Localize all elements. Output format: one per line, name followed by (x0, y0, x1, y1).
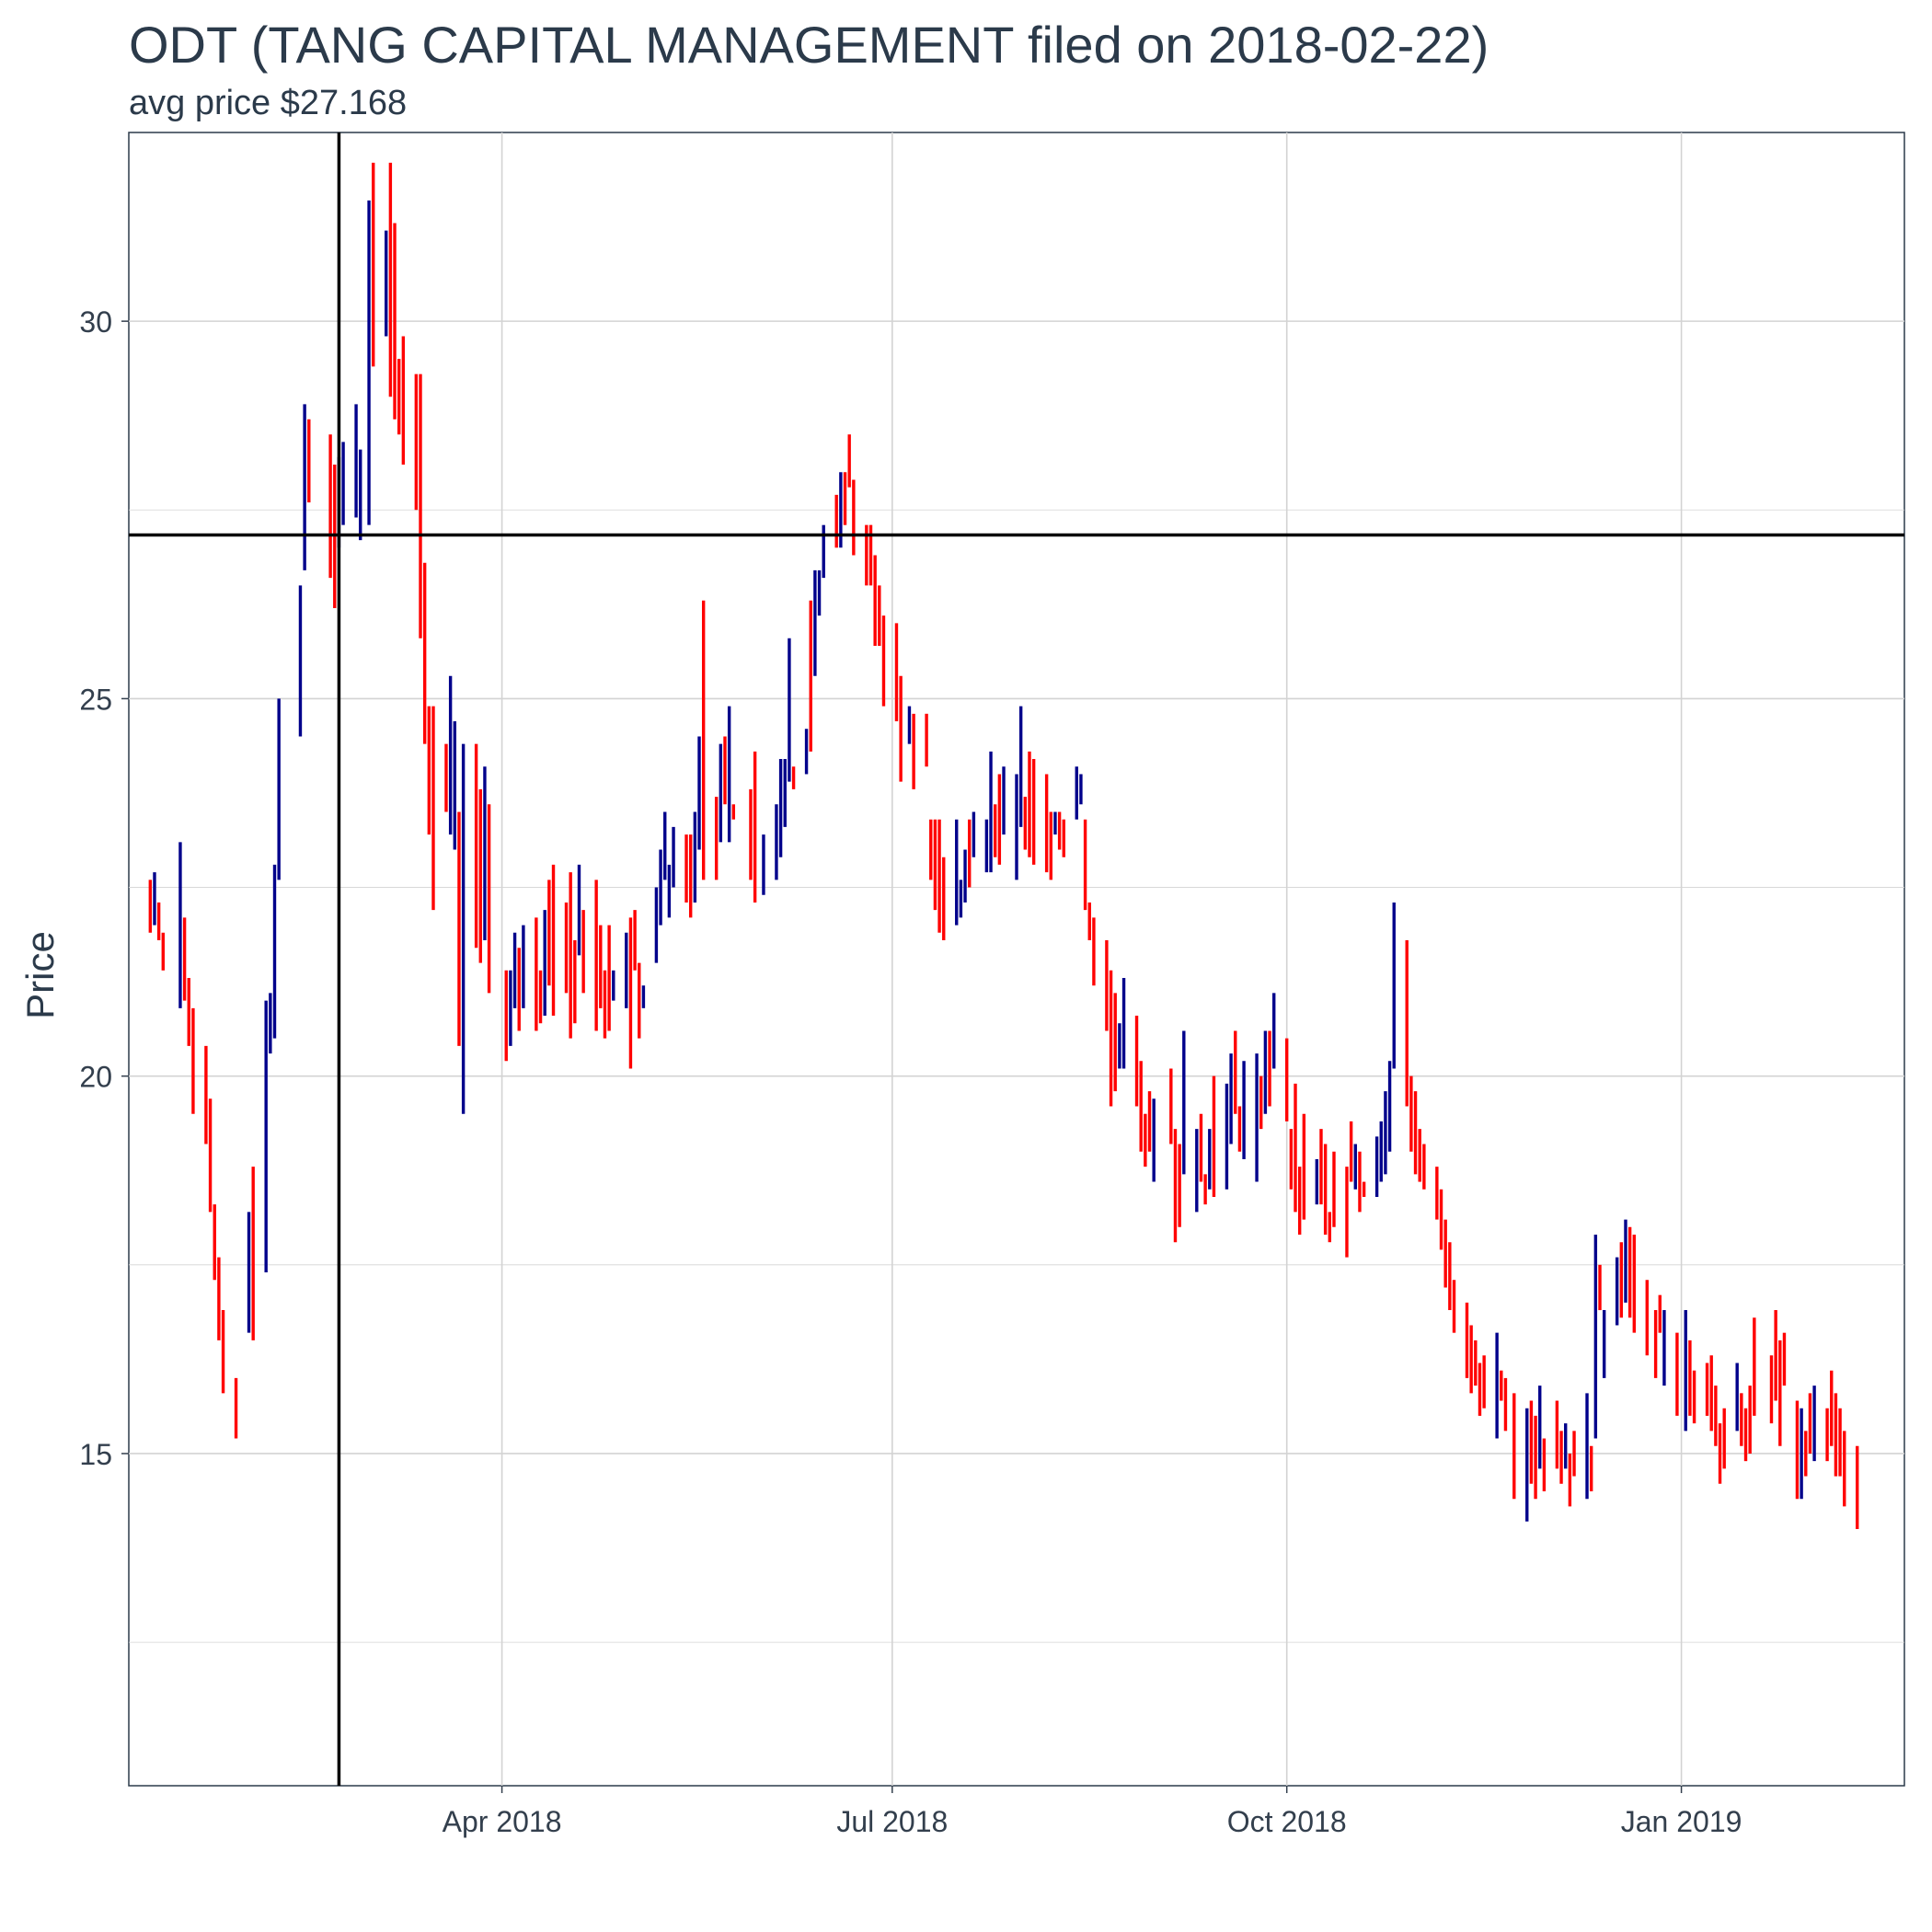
chart-subtitle: avg price $27.168 (129, 84, 407, 122)
y-tick-label: 20 (79, 1061, 112, 1094)
reference-lines (129, 132, 1904, 1786)
x-axis-ticks: Apr 2018 Jul 2018 Oct 2018 Jan 2019 (443, 1786, 1742, 1838)
x-tick-label: Oct 2018 (1227, 1805, 1347, 1838)
y-tick-label: 25 (79, 683, 112, 716)
plot-panel (128, 132, 1905, 1787)
minor-gridlines (129, 509, 1904, 1643)
chart-title: ODT (TANG CAPITAL MANAGEMENT filed on 20… (129, 16, 1489, 74)
y-axis-ticks: 15 20 25 30 (79, 305, 129, 1471)
major-gridlines (129, 132, 1904, 1786)
y-tick-label: 15 (79, 1438, 112, 1471)
x-tick-label: Jan 2019 (1621, 1805, 1742, 1838)
x-tick-label: Apr 2018 (443, 1805, 562, 1838)
y-axis-label: Price (18, 931, 62, 1019)
x-tick-label: Jul 2018 (836, 1805, 948, 1838)
y-tick-label: 30 (79, 305, 112, 339)
ohlc-bars (148, 162, 1859, 1530)
